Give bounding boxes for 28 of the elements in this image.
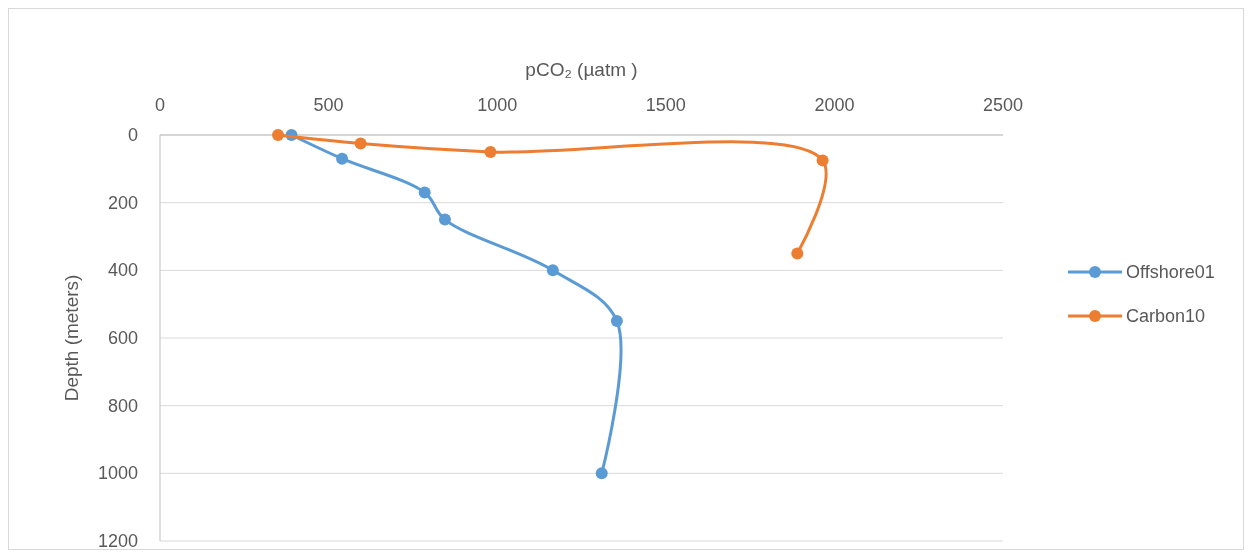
point (354, 137, 367, 150)
x-tick-label: 1000 (477, 95, 518, 115)
point (336, 152, 349, 165)
point (484, 145, 497, 158)
point (816, 154, 829, 167)
y-tick-label: 600 (107, 328, 138, 348)
x-tick-label: 1500 (645, 95, 686, 115)
y-tick-label: 0 (127, 125, 138, 145)
y-tick-label: 800 (107, 395, 138, 416)
y-tick-label: 1000 (97, 463, 138, 484)
x-tick-label: 500 (313, 95, 344, 115)
point (272, 129, 285, 141)
point (438, 213, 451, 226)
legend-label: Carbon10 (1126, 306, 1206, 326)
point (791, 247, 804, 260)
x-tick-label: 0 (154, 95, 166, 115)
point (610, 315, 623, 328)
point (546, 264, 559, 277)
point (595, 467, 608, 480)
y-tick-label: 200 (107, 192, 138, 213)
y-axis-title: Depth (meters) (61, 274, 82, 402)
point (418, 186, 431, 199)
x-tick-label: 2500 (982, 95, 1024, 115)
x-axis-title: pCO₂ (µatm ) (525, 59, 638, 80)
x-tick-label: 2000 (814, 95, 855, 115)
y-tick-label: 1200 (97, 531, 138, 551)
y-tick-label: 400 (107, 260, 138, 281)
legend-label: Offshore01 (1126, 262, 1215, 282)
